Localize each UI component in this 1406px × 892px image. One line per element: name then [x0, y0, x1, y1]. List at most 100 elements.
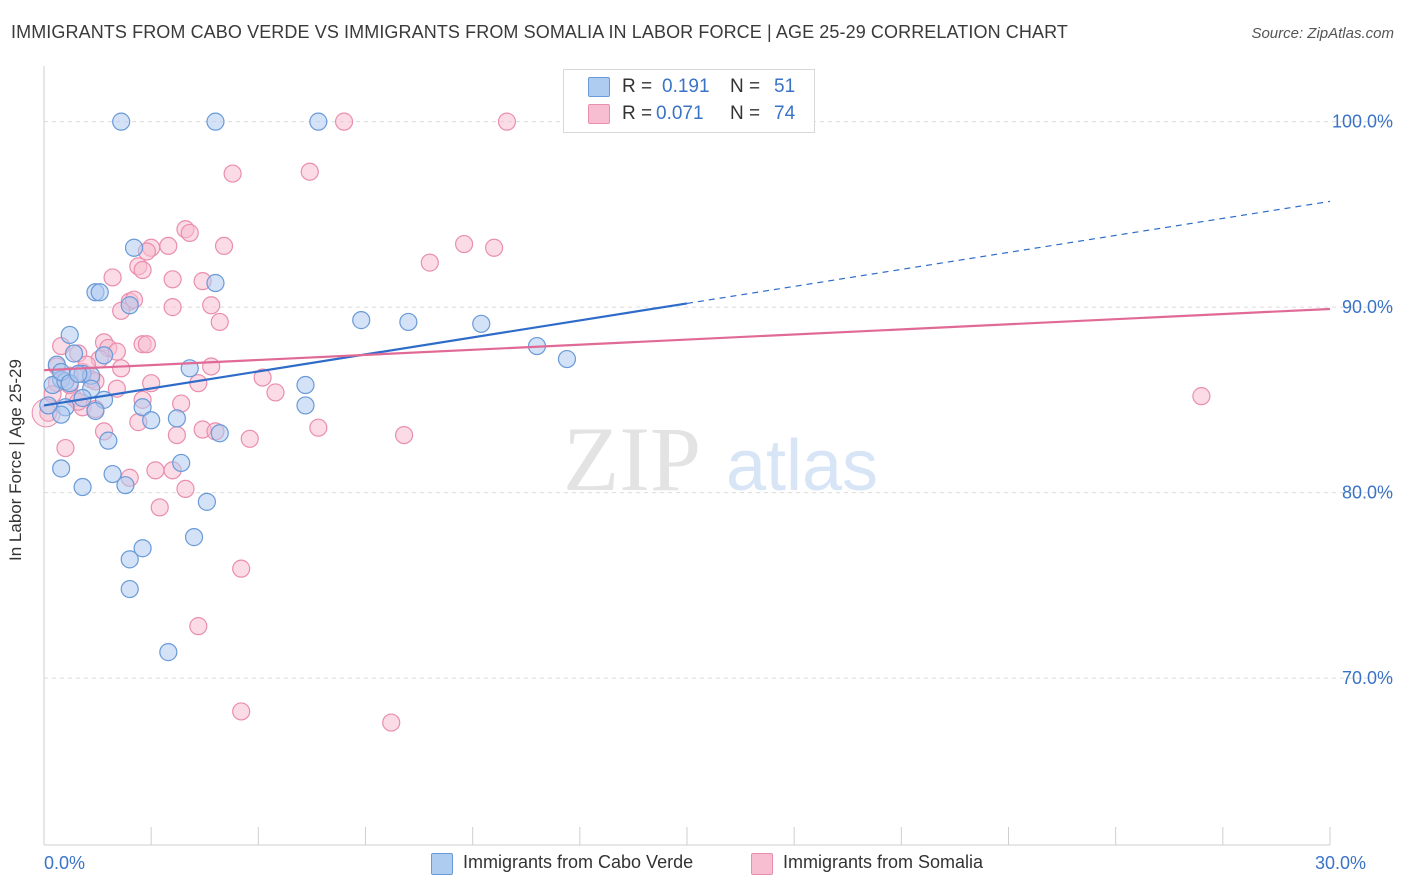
data-point-somalia	[232, 559, 251, 578]
grid-lines	[44, 121, 1394, 679]
data-point-cabo-verde	[167, 409, 186, 428]
data-point-cabo-verde	[112, 112, 131, 131]
data-point-somalia	[56, 438, 75, 458]
data-point-somalia	[382, 713, 401, 732]
data-point-somalia	[150, 498, 169, 517]
data-point-cabo-verde	[172, 453, 191, 473]
data-point-cabo-verde	[116, 476, 135, 495]
data-point-cabo-verde	[103, 464, 122, 484]
data-point-cabo-verde	[352, 311, 371, 330]
y-tick-label: 90.0%	[1342, 297, 1393, 317]
stats-r-value-cabo-verde: 0.191	[662, 76, 710, 97]
data-point-somalia	[103, 268, 122, 287]
chart-title: IMMIGRANTS FROM CABO VERDE VS IMMIGRANTS…	[11, 22, 1068, 42]
stats-swatch-somalia	[588, 104, 610, 124]
watermark-atlas: atlas	[726, 426, 878, 506]
trend-lines	[43, 200, 1331, 407]
data-point-somalia	[214, 236, 234, 256]
y-tick-label: 70.0%	[1342, 668, 1393, 688]
data-point-cabo-verde	[120, 296, 139, 315]
data-point-cabo-verde	[184, 528, 204, 547]
data-point-somalia	[309, 418, 328, 437]
stats-r-value-somalia: 0.071	[656, 103, 704, 124]
stats-swatch-cabo-verde	[588, 77, 610, 97]
data-point-cabo-verde	[52, 405, 71, 424]
trend-line-somalia	[43, 307, 1331, 372]
data-point-somalia	[1192, 387, 1211, 406]
x-tick-label: 0.0%	[44, 853, 85, 873]
stats-n-value-somalia: 74	[774, 103, 796, 124]
data-point-cabo-verde	[309, 112, 328, 131]
legend-label-somalia: Immigrants from Somalia	[783, 852, 984, 872]
axes	[43, 66, 1331, 846]
data-point-somalia	[189, 617, 208, 636]
data-point-somalia	[300, 162, 319, 181]
data-point-somalia	[163, 298, 182, 317]
data-point-somalia	[223, 164, 242, 183]
data-point-somalia	[240, 429, 259, 448]
data-point-cabo-verde	[159, 643, 178, 662]
data-point-cabo-verde	[133, 398, 152, 417]
data-point-cabo-verde	[133, 539, 152, 558]
data-point-somalia	[163, 270, 182, 289]
data-point-cabo-verde	[52, 459, 71, 478]
x-tick-label: 30.0%	[1315, 853, 1366, 873]
data-point-somalia	[133, 260, 152, 280]
data-point-somalia	[485, 238, 504, 257]
data-point-cabo-verde	[120, 550, 139, 569]
data-point-cabo-verde	[210, 424, 229, 443]
y-tick-label: 100.0%	[1332, 112, 1393, 132]
stats-n-label: N =	[730, 76, 761, 97]
data-point-cabo-verde	[296, 375, 315, 395]
data-point-somalia	[189, 374, 208, 393]
data-point-somalia	[394, 425, 414, 445]
data-point-cabo-verde	[206, 112, 225, 131]
data-point-cabo-verde	[399, 312, 418, 332]
trend-line-cabo-verde-extension	[686, 200, 1331, 305]
data-point-somalia	[202, 296, 221, 315]
data-point-somalia	[420, 253, 439, 272]
data-point-cabo-verde	[296, 396, 315, 415]
data-point-somalia	[454, 234, 474, 254]
data-point-somalia	[232, 702, 251, 721]
stats-r-label: R =	[622, 103, 653, 124]
data-point-cabo-verde	[94, 346, 114, 365]
stats-row-cabo-verde: R = 0.191 N = 51	[564, 74, 814, 100]
data-point-cabo-verde	[99, 431, 118, 450]
data-point-cabo-verde	[142, 411, 161, 430]
stats-box: R = 0.191 N = 51 R = 0.071 N = 74	[563, 69, 815, 133]
data-point-somalia	[202, 357, 221, 376]
data-point-somalia	[167, 425, 186, 445]
data-point-cabo-verde	[90, 283, 109, 302]
y-axis-label: In Labor Force | Age 25-29	[6, 359, 25, 561]
data-point-somalia	[497, 112, 517, 131]
data-point-cabo-verde	[124, 238, 144, 257]
data-point-cabo-verde	[60, 325, 79, 345]
data-point-cabo-verde	[206, 273, 225, 293]
data-point-somalia	[137, 335, 156, 354]
watermark: ZIP atlas	[563, 408, 878, 510]
watermark-zip: ZIP	[563, 408, 701, 510]
legend-swatch-somalia	[751, 853, 773, 875]
data-point-cabo-verde	[472, 314, 491, 333]
series-cabo-verde-points	[39, 112, 577, 662]
legend-label-cabo-verde: Immigrants from Cabo Verde	[463, 852, 694, 872]
data-point-cabo-verde	[557, 349, 577, 369]
tick-labels: 70.0% 80.0% 90.0% 100.0% 0.0% 30.0%	[44, 112, 1393, 873]
data-point-somalia	[112, 359, 131, 378]
data-point-cabo-verde	[197, 492, 216, 511]
data-point-somalia	[253, 368, 272, 387]
data-point-cabo-verde	[64, 344, 84, 363]
data-point-somalia	[334, 112, 354, 131]
data-point-somalia	[180, 223, 199, 243]
stats-n-value-cabo-verde: 51	[774, 76, 796, 97]
source-credit: Source: ZipAtlas.com	[1251, 25, 1394, 42]
data-point-cabo-verde	[120, 579, 139, 599]
stats-n-label: N =	[730, 103, 761, 124]
legend-swatch-cabo-verde	[431, 853, 453, 875]
data-point-cabo-verde	[73, 477, 92, 497]
stats-row-somalia: R = 0.071 N = 74	[564, 101, 814, 127]
data-point-somalia	[146, 461, 165, 480]
data-point-cabo-verde	[86, 401, 105, 421]
